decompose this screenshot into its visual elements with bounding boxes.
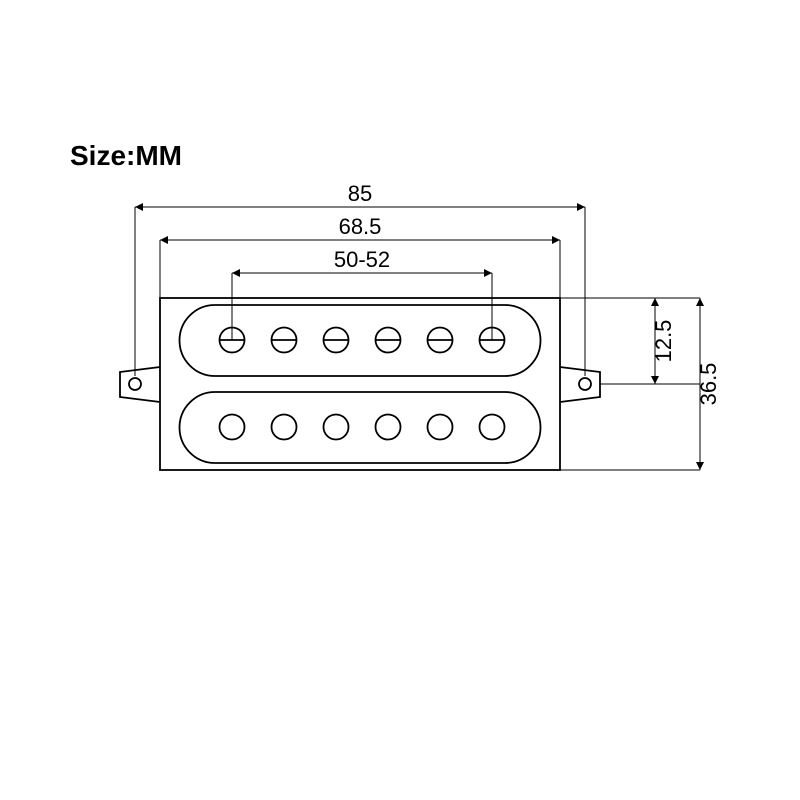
pickup-dimension-diagram: 85 68.5 50-52 12.5 36.5 (0, 0, 800, 800)
size-title: Size:MM (70, 140, 182, 172)
dimension-68-5: 68.5 (339, 214, 382, 239)
dimension-50-52: 50-52 (334, 247, 390, 272)
dimension-12-5: 12.5 (651, 320, 676, 363)
dimension-85: 85 (348, 181, 372, 206)
dimension-36-5: 36.5 (696, 363, 721, 406)
